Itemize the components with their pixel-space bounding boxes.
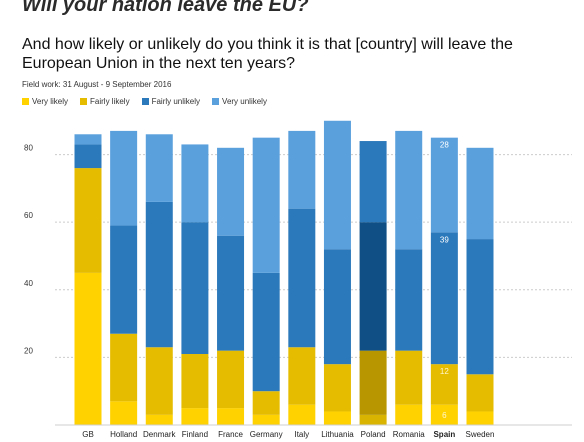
legend-item-fairly-unlikely: Fairly unlikely	[141, 97, 201, 106]
bar-segment-finland-very-likely	[181, 408, 209, 425]
bar-segment-italy-very-likely	[288, 404, 316, 425]
legend-swatch-very-likely	[22, 98, 29, 105]
bar-segment-gb-fairly-likely	[74, 168, 102, 273]
x-tick-label-romania: Romania	[393, 430, 426, 439]
bar-segment-romania-fairly-unlikely	[395, 249, 423, 351]
x-tick-label-spain: Spain	[433, 430, 455, 439]
chart-subtitle: And how likely or unlikely do you think …	[22, 36, 513, 72]
bar-segment-france-fairly-unlikely	[217, 235, 245, 351]
data-label-spain-very-unlikely: 28	[440, 141, 449, 150]
bar-segment-lithuania-very-likely	[323, 411, 351, 425]
bar-segment-sweden-very-unlikely	[466, 147, 494, 240]
bar-segment-holland-fairly-unlikely	[110, 225, 138, 334]
bar-segment-holland-very-unlikely	[110, 130, 138, 226]
bar-segment-finland-fairly-likely	[181, 354, 209, 409]
legend-item-very-likely: Very likely	[22, 97, 68, 106]
x-tick-label-italy: Italy	[294, 430, 309, 439]
bar-segment-sweden-fairly-likely	[466, 374, 494, 412]
x-tick-label-gb: GB	[82, 430, 94, 439]
legend-item-very-unlikely: Very unlikely	[212, 97, 267, 106]
bar-segment-italy-fairly-unlikely	[288, 208, 316, 348]
x-tick-label-poland: Poland	[361, 430, 386, 439]
bar-segment-sweden-very-likely	[466, 411, 494, 425]
bar-segment-france-very-likely	[217, 408, 245, 425]
bar-segment-lithuania-very-unlikely	[323, 120, 351, 250]
bar-segment-italy-fairly-likely	[288, 347, 316, 405]
bar-segment-france-fairly-likely	[217, 350, 245, 409]
x-tick-label-denmark: Denmark	[143, 430, 176, 439]
bar-segment-denmark-very-unlikely	[145, 134, 173, 202]
bar-segment-romania-very-likely	[395, 404, 423, 425]
bar-segment-romania-fairly-likely	[395, 350, 423, 405]
data-label-spain-fairly-likely: 12	[440, 367, 449, 376]
bar-segment-holland-very-likely	[110, 401, 138, 425]
x-tick-label-germany: Germany	[250, 430, 283, 439]
bar-segment-denmark-very-likely	[145, 414, 173, 425]
legend-label-fairly-unlikely: Fairly unlikely	[151, 97, 201, 106]
legend-swatch-very-unlikely	[212, 98, 220, 105]
bar-segment-denmark-fairly-likely	[145, 347, 173, 415]
chart-title: Will your nation leave the EU?	[22, 0, 309, 16]
bar-segment-germany-very-likely	[252, 414, 280, 425]
chart-legend: Very likely Fairly likely Fairly unlikel…	[22, 97, 267, 106]
bar-segment-poland-fairly-unlikely	[359, 222, 387, 351]
bar-segment-finland-fairly-unlikely	[181, 222, 209, 355]
bar-segment-spain-very-likely	[430, 404, 458, 425]
x-tick-label-lithuania: Lithuania	[321, 430, 354, 439]
fieldwork-note: Field work: 31 August - 9 September 2016	[22, 80, 172, 89]
bar-segment-sweden-fairly-unlikely	[466, 239, 494, 375]
x-tick-label-france: France	[218, 430, 243, 439]
x-tick-label-sweden: Sweden	[466, 430, 495, 439]
legend-label-very-likely: Very likely	[32, 97, 69, 106]
y-tick-label-40: 40	[24, 279, 33, 288]
bar-segment-denmark-fairly-unlikely	[145, 201, 173, 348]
legend-label-fairly-likely: Fairly likely	[90, 97, 130, 106]
legend-label-very-unlikely: Very unlikely	[222, 97, 267, 106]
bar-segment-finland-very-unlikely	[181, 144, 209, 223]
bar-segment-gb-very-unlikely	[74, 134, 102, 145]
legend-swatch-fairly-unlikely	[141, 98, 149, 105]
bar-segment-france-very-unlikely	[217, 147, 245, 236]
bar-segment-lithuania-fairly-likely	[323, 364, 351, 412]
x-tick-label-finland: Finland	[182, 430, 208, 439]
bar-segment-romania-very-unlikely	[395, 130, 423, 250]
y-tick-label-60: 60	[24, 211, 33, 220]
bar-segment-poland-very-likely	[359, 414, 387, 425]
bar-segment-lithuania-fairly-unlikely	[323, 249, 351, 365]
bar-segment-poland-fairly-likely	[359, 350, 387, 415]
data-label-spain-fairly-unlikely: 39	[440, 235, 449, 244]
bar-segment-holland-fairly-likely	[110, 333, 138, 402]
bar-segment-germany-fairly-unlikely	[252, 272, 280, 392]
bar-segment-germany-very-unlikely	[252, 137, 280, 273]
bar-segment-spain-fairly-unlikely	[430, 232, 458, 365]
y-tick-label-80: 80	[24, 144, 33, 153]
bar-segment-poland-very-unlikely	[359, 141, 387, 223]
bar-segment-gb-fairly-unlikely	[74, 144, 102, 169]
bar-segment-spain-fairly-likely	[430, 364, 458, 405]
y-tick-label-20: 20	[24, 346, 33, 355]
bar-segment-italy-very-unlikely	[288, 130, 316, 209]
bar-segment-germany-fairly-likely	[252, 391, 280, 415]
bar-segment-gb-very-likely	[74, 272, 102, 425]
legend-item-fairly-likely: Fairly likely	[80, 97, 130, 106]
legend-swatch-fairly-likely	[80, 98, 88, 105]
bar-segment-spain-very-unlikely	[430, 137, 458, 233]
x-tick-label-holland: Holland	[110, 430, 137, 439]
data-label-spain-very-likely: 6	[442, 411, 447, 420]
